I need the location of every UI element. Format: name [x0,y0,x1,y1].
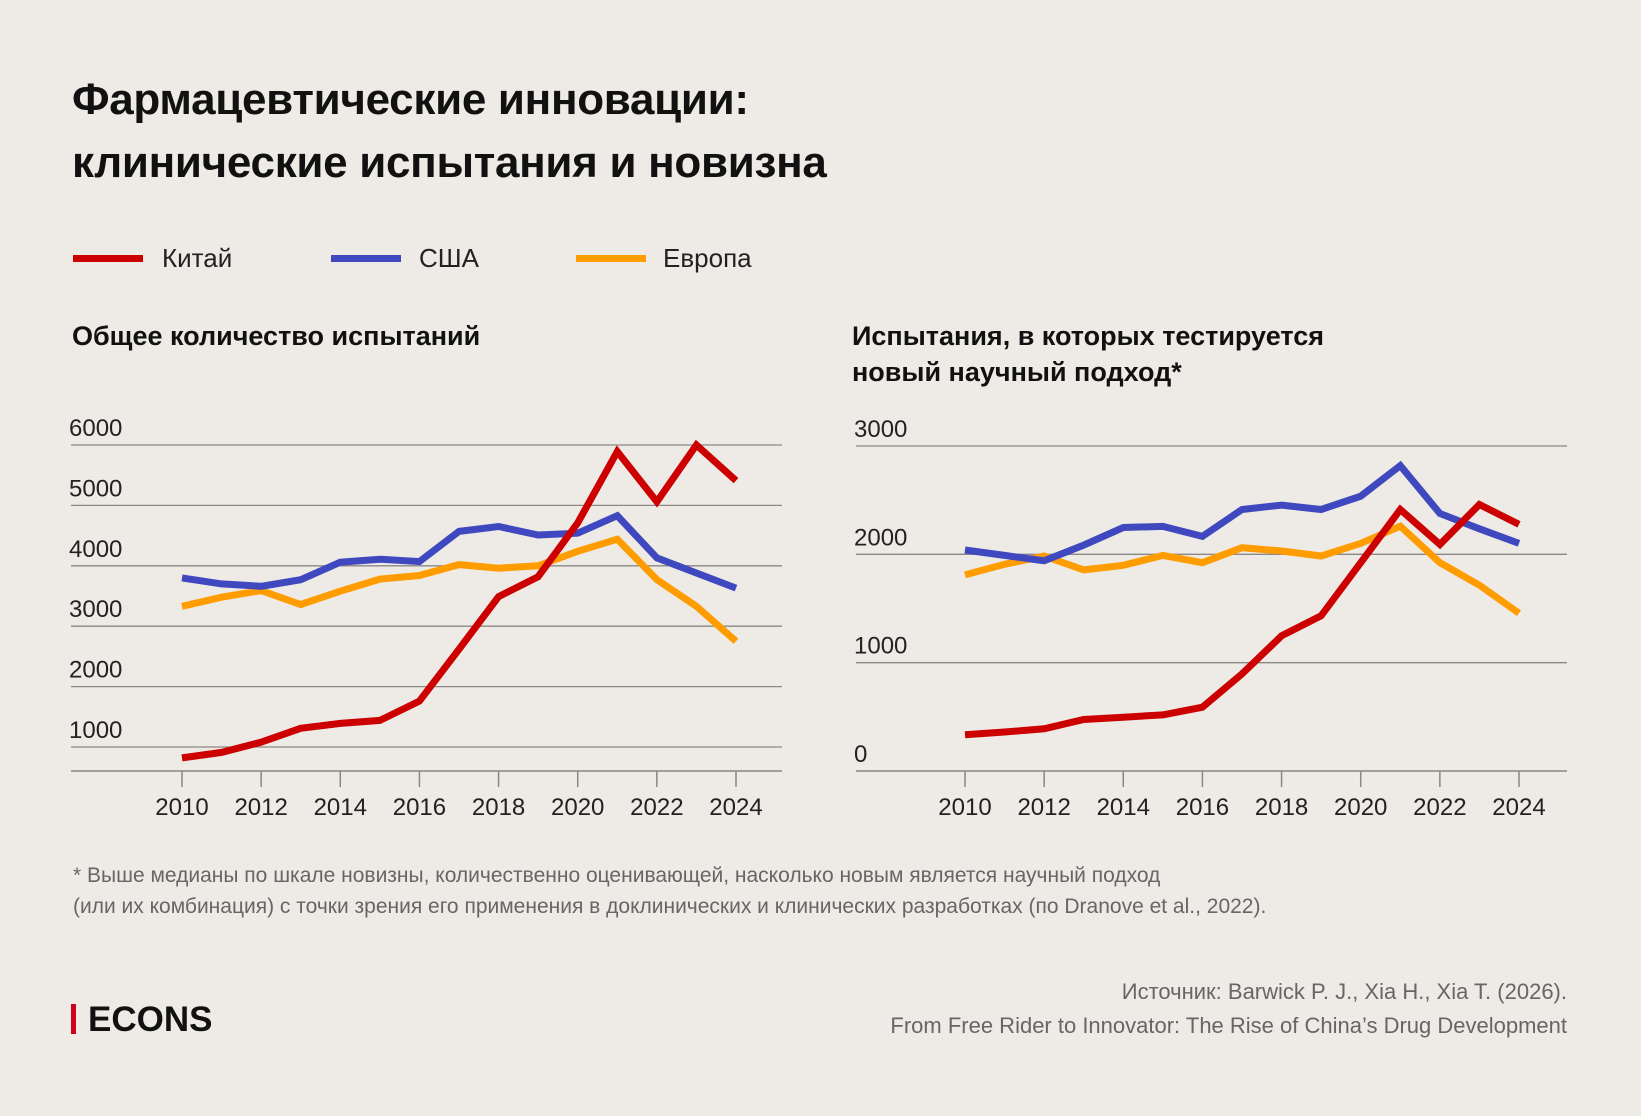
logo-text: ECONS [88,1000,213,1039]
right-x-tick-label: 2024 [1492,794,1545,821]
left-y-tick-label: 5000 [69,475,122,502]
left-x-tick-label: 2024 [709,794,762,821]
footnote-line-1: * Выше медианы по шкале новизны, количес… [73,864,1161,887]
right-chart-title-line-2: новый научный подход* [852,357,1182,387]
source: Источник: Barwick P. J., Xia H., Xia T. … [890,975,1567,1043]
right-y-tick-label: 1000 [854,633,907,660]
right-chart-title-line-1: Испытания, в которых тестируется [852,321,1325,351]
logo-bar-icon [71,1004,76,1034]
left-y-tick-label: 6000 [69,415,122,442]
econs-logo: ECONS [71,1000,212,1040]
page-title: Фармацевтические инновации: клинические … [72,68,827,194]
right-chart-title: Испытания, в которых тестируется новый н… [852,318,1324,390]
footnote: * Выше медианы по шкале новизны, количес… [73,860,1266,922]
right-y-tick-label: 3000 [854,416,907,443]
left-chart-title: Общее количество испытаний [72,321,481,351]
source-line-1: Источник: Barwick P. J., Xia H., Xia T. … [1121,979,1567,1004]
left-x-tick-label: 2022 [630,794,683,821]
legend-label-china: Китай [162,243,233,273]
left-series-europe [181,535,739,644]
left-y-tick-label: 3000 [69,596,122,623]
legend-swatch-usa [331,255,401,262]
right-x-tick-label: 2018 [1255,794,1308,821]
left-x-tick-label: 2010 [155,794,208,821]
right-y-tick-label: 2000 [854,524,907,551]
right-series-china [964,500,1521,739]
right-x-tick-label: 2012 [1017,794,1070,821]
title-line-1: Фармацевтические инновации: [72,75,749,124]
right-x-tick-label: 2020 [1334,794,1387,821]
left-series-china [181,439,739,762]
legend-swatch-china [73,255,143,262]
right-y-tick-label: 0 [854,741,867,768]
right-x-tick-label: 2010 [938,794,991,821]
legend-label-usa: США [419,243,479,273]
right-x-tick-label: 2014 [1097,794,1150,821]
left-x-tick-label: 2012 [234,794,287,821]
right-x-tick-label: 2022 [1413,794,1466,821]
right-series-usa [964,460,1521,565]
left-series-usa [181,511,738,592]
left-x-tick-label: 2014 [314,794,367,821]
left-x-tick-label: 2020 [551,794,604,821]
title-line-2: клинические испытания и новизна [72,138,827,187]
source-line-2: From Free Rider to Innovator: The Rise o… [890,1013,1567,1038]
right-series-europe [964,522,1522,617]
left-y-tick-label: 4000 [69,536,122,563]
left-y-tick-label: 2000 [69,657,122,684]
right-x-tick-label: 2016 [1176,794,1229,821]
footnote-line-2: (или их комбинация) с точки зрения его п… [73,895,1267,918]
left-y-tick-label: 1000 [69,717,122,744]
left-x-tick-label: 2018 [472,794,525,821]
left-x-tick-label: 2016 [393,794,446,821]
legend-swatch-europe [576,255,646,262]
legend-label-europe: Европа [663,243,752,273]
